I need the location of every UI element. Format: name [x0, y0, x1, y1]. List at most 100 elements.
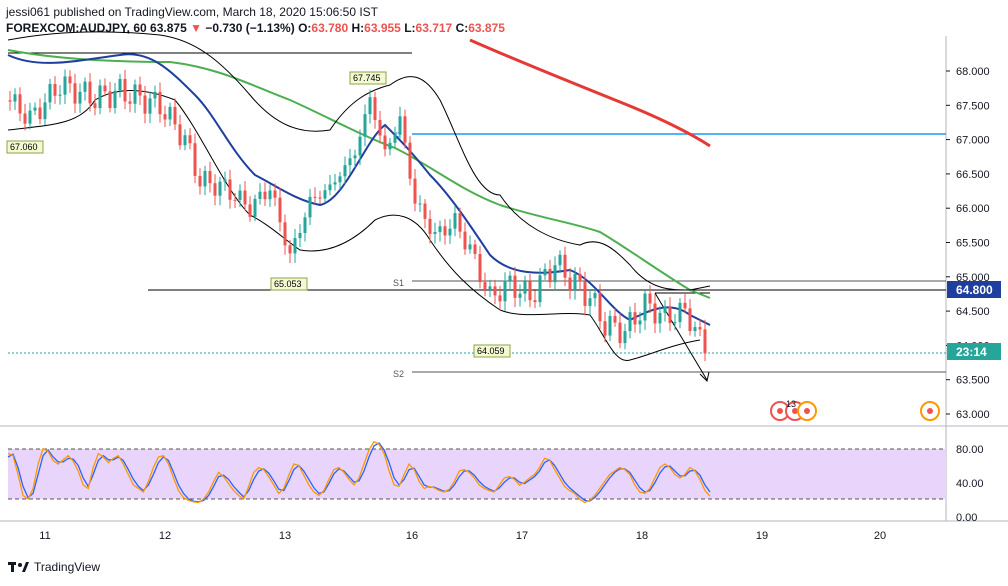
candle-body	[73, 83, 77, 104]
price-tick-label: 67.500	[956, 100, 990, 112]
stoch-axis-ticks: 80.00 40.00 0.00	[956, 444, 984, 524]
candle-body	[338, 176, 342, 183]
price-axis-ticks: 68.000 67.500 67.000 66.500 66.000 65.500 65.0…	[946, 66, 990, 421]
candle-body	[538, 275, 542, 303]
candle-body	[143, 95, 147, 114]
candle-body	[38, 107, 42, 120]
candle-body	[473, 244, 477, 254]
candle-body	[448, 228, 452, 236]
candle-body	[273, 190, 277, 198]
candle-body	[213, 183, 217, 196]
candle-body	[493, 286, 497, 296]
candle-body	[588, 298, 592, 306]
candle-body	[403, 116, 407, 143]
candle-body	[553, 265, 557, 283]
bb-middle-line	[7, 53, 711, 326]
candle-body	[313, 196, 317, 198]
candle-body	[528, 281, 532, 301]
price-tick-label: 68.000	[956, 66, 990, 78]
event-marker-icon[interactable]	[920, 401, 940, 421]
candle-body	[148, 98, 152, 114]
candle-body	[158, 91, 162, 115]
time-tick-label: 11	[39, 530, 50, 542]
price-badge-64800: 64.800	[947, 281, 1001, 298]
candle-body	[348, 158, 352, 166]
price-tick-label: 66.500	[956, 169, 990, 181]
candle-body	[293, 238, 297, 254]
candle-body	[323, 190, 327, 199]
candle-body	[318, 197, 322, 199]
candle-body	[488, 286, 492, 289]
tradingview-logo-icon	[8, 562, 29, 572]
svg-text:13: 13	[786, 399, 796, 409]
candle-body	[398, 116, 402, 135]
time-tick-label: 12	[159, 530, 171, 542]
candle-body	[208, 170, 212, 184]
svg-text:67.745: 67.745	[353, 73, 381, 83]
candle-body	[618, 322, 622, 344]
price-label-67060: 67.060	[6, 140, 44, 154]
candle-body	[408, 142, 412, 179]
time-tick-label: 19	[756, 530, 768, 542]
candle-body	[358, 136, 362, 156]
svg-text:64.059: 64.059	[477, 346, 505, 356]
candle-body	[513, 275, 517, 298]
candle-body	[638, 320, 642, 325]
candle-body	[478, 253, 482, 283]
chart-header: jessi061 published on TradingView.com, M…	[6, 4, 505, 36]
candle-body	[623, 331, 627, 344]
price-tick-label: 67.000	[956, 135, 990, 147]
candle-body	[283, 222, 287, 246]
brand-name: TradingView	[34, 560, 101, 574]
candle-body	[443, 226, 447, 236]
candle-body	[118, 78, 122, 91]
event-marker-icon[interactable]: 13	[770, 399, 817, 421]
candle-body	[113, 90, 117, 108]
candle-body	[68, 76, 72, 84]
low-label: L:	[404, 21, 416, 35]
candle-body	[633, 312, 637, 325]
candle-body	[188, 135, 192, 144]
candle-body	[558, 254, 562, 266]
candle-body	[178, 124, 182, 146]
candle-body	[88, 81, 92, 104]
candle-body	[173, 106, 177, 125]
candle-body	[578, 273, 582, 282]
price-tick-label: 66.000	[956, 203, 990, 215]
ma-red-line	[469, 38, 711, 148]
svg-text:65.053: 65.053	[274, 279, 302, 289]
candle-body	[413, 178, 417, 204]
candle-body	[468, 244, 472, 250]
time-tick-label: 18	[636, 530, 648, 542]
candle-body	[228, 179, 232, 200]
candle-body	[138, 84, 142, 96]
candle-body	[248, 204, 252, 217]
candle-body	[378, 120, 382, 136]
footer-brand[interactable]: TradingView	[8, 560, 100, 574]
publisher-line: jessi061 published on TradingView.com, M…	[6, 5, 379, 19]
candle-body	[703, 329, 707, 354]
price-label-65053: 65.053	[270, 277, 308, 291]
candle-body	[253, 198, 257, 217]
candle-body	[8, 100, 12, 102]
trend-arrow-head	[699, 371, 710, 382]
candle-body	[108, 91, 112, 108]
candle-body	[128, 101, 132, 104]
candle-body	[93, 103, 97, 109]
candle-body	[423, 203, 427, 219]
bb-lower-line	[7, 90, 701, 361]
candle-body	[543, 268, 547, 276]
candle-body	[83, 81, 87, 92]
candle-body	[548, 268, 552, 283]
candle-body	[278, 197, 282, 223]
candle-body	[563, 254, 567, 278]
candle-body	[673, 322, 677, 324]
candle-body	[608, 315, 612, 336]
price-tick-label: 63.000	[956, 409, 990, 421]
candle-body	[663, 306, 667, 313]
candle-body	[418, 203, 422, 205]
candle-body	[373, 97, 377, 121]
candle-body	[43, 102, 47, 120]
candle-body	[333, 182, 337, 185]
